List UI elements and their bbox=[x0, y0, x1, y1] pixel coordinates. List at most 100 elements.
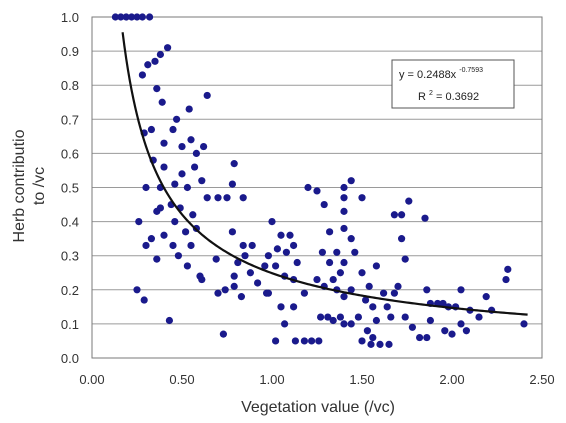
data-point-80 bbox=[286, 231, 294, 239]
data-point-34 bbox=[203, 194, 211, 202]
power-trendline bbox=[121, 32, 528, 316]
data-point-139 bbox=[358, 269, 366, 277]
data-point-135 bbox=[369, 333, 377, 342]
data-point-20 bbox=[200, 142, 208, 151]
data-point-106 bbox=[318, 248, 326, 256]
y-tick-label-2: 0.2 bbox=[61, 283, 79, 298]
data-point-53 bbox=[133, 286, 141, 294]
data-point-59 bbox=[230, 160, 238, 168]
data-point-154 bbox=[423, 333, 431, 342]
y-tick-label-6: 0.6 bbox=[61, 146, 79, 161]
data-point-57 bbox=[212, 255, 220, 263]
data-point-169 bbox=[475, 313, 483, 321]
x-tick-label-3: 1.50 bbox=[349, 372, 374, 387]
x-axis-title: Vegetation value (/vc) bbox=[241, 399, 395, 416]
data-point-107 bbox=[326, 258, 334, 267]
data-point-48 bbox=[187, 241, 195, 250]
y-tick-label-10: 1.0 bbox=[61, 10, 79, 25]
data-point-96 bbox=[281, 320, 289, 328]
y-tick-label-7: 0.7 bbox=[61, 112, 79, 127]
data-point-29 bbox=[198, 177, 206, 185]
y-tick-label-3: 0.3 bbox=[61, 249, 79, 264]
data-point-79 bbox=[277, 231, 285, 239]
data-point-81 bbox=[290, 241, 298, 250]
data-point-153 bbox=[416, 333, 424, 342]
data-point-85 bbox=[264, 252, 272, 260]
data-point-123 bbox=[340, 293, 348, 301]
data-point-30 bbox=[142, 183, 150, 192]
data-point-132 bbox=[363, 327, 371, 335]
data-point-109 bbox=[329, 275, 337, 284]
data-point-3 bbox=[128, 13, 136, 21]
data-point-42 bbox=[147, 235, 155, 243]
data-point-5 bbox=[138, 13, 146, 21]
data-point-10 bbox=[156, 50, 164, 59]
data-point-99 bbox=[308, 337, 316, 345]
y-tick-label-0: 0.0 bbox=[61, 351, 79, 366]
r-squared-value: = 0.3692 bbox=[436, 91, 479, 103]
data-point-1 bbox=[117, 13, 125, 21]
y-axis-title-line-1: Herb contributio bbox=[11, 129, 28, 242]
data-point-4 bbox=[133, 13, 141, 21]
data-point-27 bbox=[178, 170, 186, 178]
y-tick-label-8: 0.8 bbox=[61, 78, 79, 93]
r-squared-power: 2 bbox=[429, 90, 433, 97]
data-point-82 bbox=[273, 245, 281, 253]
data-point-89 bbox=[264, 289, 272, 297]
data-point-116 bbox=[340, 183, 348, 192]
data-point-119 bbox=[340, 207, 348, 215]
data-point-108 bbox=[336, 269, 344, 277]
data-point-0 bbox=[111, 13, 119, 21]
data-point-60 bbox=[228, 180, 236, 188]
data-point-65 bbox=[239, 241, 247, 250]
data-point-134 bbox=[358, 337, 366, 345]
data-point-133 bbox=[372, 316, 380, 325]
data-point-78 bbox=[268, 218, 276, 226]
data-point-68 bbox=[246, 269, 254, 277]
data-point-124 bbox=[347, 286, 355, 294]
data-point-17 bbox=[178, 142, 186, 151]
data-points bbox=[111, 13, 528, 348]
data-point-71 bbox=[248, 241, 256, 250]
data-point-14 bbox=[203, 91, 211, 100]
data-point-101 bbox=[304, 183, 312, 192]
data-point-21 bbox=[169, 125, 177, 134]
plot-area-border bbox=[91, 16, 543, 359]
data-point-142 bbox=[387, 313, 395, 321]
data-point-118 bbox=[340, 194, 348, 202]
data-point-49 bbox=[153, 255, 161, 263]
data-point-63 bbox=[239, 194, 247, 202]
data-point-55 bbox=[165, 316, 173, 325]
y-tick-labels: 0.0 0.1 0.2 0.3 0.4 0.5 0.6 0.7 0.8 0.9 1.0 bbox=[61, 10, 79, 366]
data-point-73 bbox=[237, 293, 245, 301]
data-point-167 bbox=[457, 286, 465, 294]
data-point-126 bbox=[347, 320, 355, 328]
data-point-146 bbox=[398, 211, 406, 219]
r-squared-letter: R bbox=[418, 91, 426, 103]
data-point-104 bbox=[326, 228, 334, 236]
data-point-138 bbox=[385, 340, 393, 348]
data-point-43 bbox=[160, 231, 168, 239]
data-point-100 bbox=[315, 337, 323, 345]
data-point-16 bbox=[185, 105, 193, 113]
y-tick-label-5: 0.5 bbox=[61, 181, 79, 196]
y-tick-label-1: 0.1 bbox=[61, 317, 79, 332]
data-point-26 bbox=[160, 163, 168, 171]
data-point-23 bbox=[147, 125, 155, 134]
data-point-120 bbox=[340, 224, 348, 233]
data-point-41 bbox=[189, 211, 197, 219]
data-point-51 bbox=[183, 262, 191, 270]
data-point-98 bbox=[300, 337, 308, 345]
data-point-86 bbox=[272, 262, 280, 270]
data-point-152 bbox=[408, 323, 416, 331]
data-point-75 bbox=[214, 289, 222, 297]
x-tick-labels: 0.00 0.50 1.00 1.50 2.00 2.50 bbox=[79, 372, 554, 387]
data-point-46 bbox=[142, 241, 150, 250]
data-point-6 bbox=[146, 13, 154, 21]
data-point-173 bbox=[504, 265, 512, 273]
data-point-18 bbox=[187, 136, 195, 144]
data-point-144 bbox=[390, 289, 398, 297]
equation-base: y = 0.2488x bbox=[399, 69, 457, 81]
data-point-66 bbox=[234, 258, 242, 267]
data-point-127 bbox=[340, 320, 348, 328]
